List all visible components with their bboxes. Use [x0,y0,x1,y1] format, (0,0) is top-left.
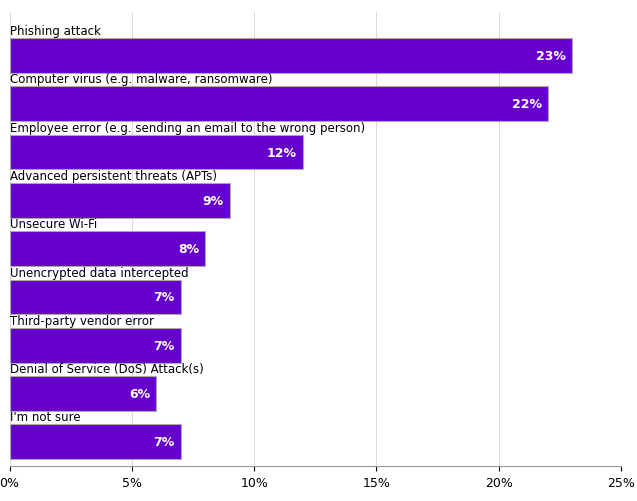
Text: 9%: 9% [203,194,224,207]
Text: Employee error (e.g. sending an email to the wrong person): Employee error (e.g. sending an email to… [10,121,364,134]
Text: 8%: 8% [178,242,199,256]
Text: 12%: 12% [267,146,297,159]
Text: Unsecure Wi-Fi: Unsecure Wi-Fi [10,218,97,231]
Text: 23%: 23% [536,50,566,63]
Text: Advanced persistent threats (APTs): Advanced persistent threats (APTs) [10,170,217,182]
Text: 7%: 7% [154,291,175,304]
Text: 22%: 22% [512,98,541,111]
Text: Unencrypted data intercepted: Unencrypted data intercepted [10,266,188,279]
Text: I'm not sure: I'm not sure [10,410,80,423]
Bar [10,39,572,74]
Text: 7%: 7% [154,339,175,352]
Text: 6%: 6% [129,387,150,400]
Bar [10,376,156,411]
Text: 7%: 7% [154,435,175,448]
Bar [10,135,303,170]
Text: Third-party vendor error: Third-party vendor error [10,314,154,327]
Bar [10,183,230,218]
Bar [10,424,181,459]
Bar [10,87,548,122]
Text: Phishing attack: Phishing attack [10,25,101,38]
Text: Computer virus (e.g. malware, ransomware): Computer virus (e.g. malware, ransomware… [10,73,272,86]
Text: Denial of Service (DoS) Attack(s): Denial of Service (DoS) Attack(s) [10,362,203,375]
Bar [10,280,181,315]
Bar [10,328,181,363]
Bar [10,232,205,267]
